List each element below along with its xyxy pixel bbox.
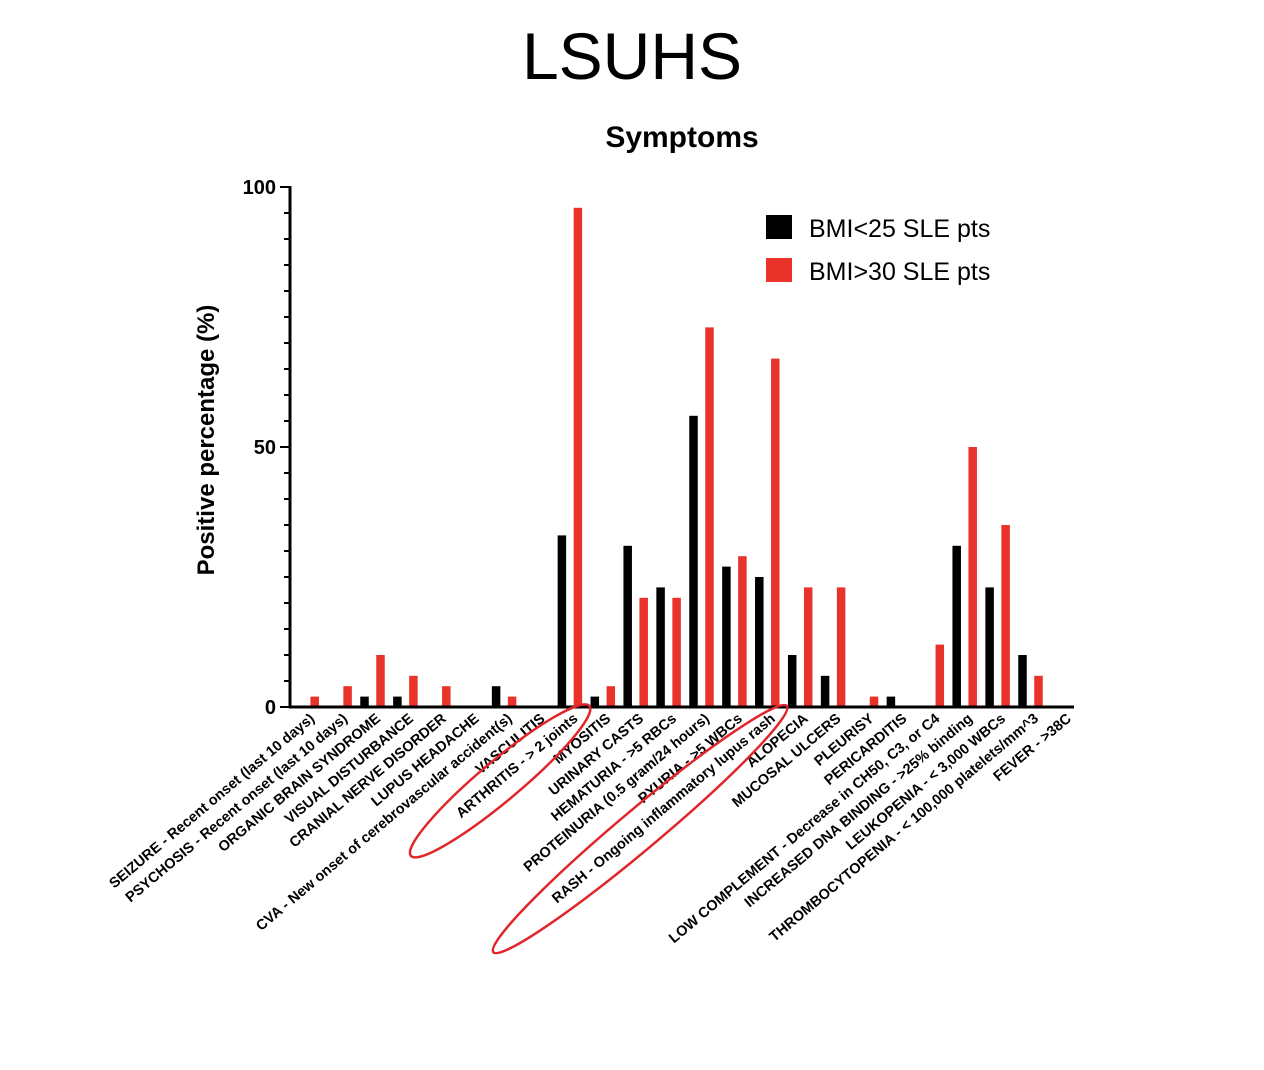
bar-bmi-lt25-11 bbox=[656, 587, 665, 707]
bar-bmi-gt30-13 bbox=[738, 556, 747, 707]
y-tick-label: 100 bbox=[243, 177, 276, 199]
bar-bmi-lt25-3 bbox=[393, 696, 402, 707]
highlight-ellipse-arthritis bbox=[408, 703, 592, 859]
bar-bmi-lt25-13 bbox=[722, 566, 731, 707]
bar-bmi-lt25-9 bbox=[590, 696, 600, 707]
chart-title: Symptoms bbox=[605, 121, 758, 154]
bar-bmi-gt30-8 bbox=[573, 207, 583, 708]
bar-bmi-gt30-22 bbox=[1034, 675, 1043, 707]
bars bbox=[310, 207, 1043, 708]
bar-bmi-gt30-16 bbox=[836, 587, 846, 707]
bar-bmi-gt30-10 bbox=[639, 597, 648, 707]
y-tick-label: 50 bbox=[254, 437, 276, 459]
bar-bmi-lt25-8 bbox=[557, 535, 567, 707]
bar-bmi-lt25-2 bbox=[360, 696, 369, 707]
bar-bmi-gt30-12 bbox=[705, 327, 714, 707]
bar-bmi-lt25-15 bbox=[787, 655, 797, 707]
y-axis-label: Positive percentage (%) bbox=[193, 305, 220, 576]
bar-bmi-gt30-3 bbox=[409, 675, 418, 707]
bar-bmi-lt25-12 bbox=[689, 415, 698, 707]
bar-bmi-gt30-6 bbox=[507, 696, 517, 707]
bar-bmi-lt25-18 bbox=[886, 696, 896, 707]
bar-bmi-lt25-20 bbox=[952, 545, 961, 707]
category-labels: SEIZURE - Recent onset (last 10 days)PSY… bbox=[107, 710, 1076, 946]
bar-bmi-lt25-21 bbox=[985, 587, 994, 707]
highlight-annotations bbox=[408, 703, 789, 955]
bar-bmi-gt30-1 bbox=[343, 686, 352, 707]
bar-bmi-gt30-20 bbox=[968, 447, 977, 707]
legend-label: BMI<25 SLE pts bbox=[809, 215, 990, 243]
slide-title: LSUHS bbox=[521, 19, 743, 93]
bar-bmi-gt30-21 bbox=[1001, 525, 1010, 707]
bar-bmi-lt25-22 bbox=[1018, 655, 1027, 707]
legend: BMI<25 SLE pts BMI>30 SLE pts bbox=[766, 215, 990, 286]
bar-bmi-lt25-14 bbox=[755, 577, 764, 707]
bar-bmi-gt30-15 bbox=[803, 587, 813, 707]
y-tick-label: 0 bbox=[265, 697, 276, 719]
bar-bmi-lt25-6 bbox=[491, 686, 501, 707]
highlight-ellipse-rash bbox=[491, 703, 789, 955]
bar-bmi-gt30-14 bbox=[771, 358, 780, 707]
bar-bmi-lt25-16 bbox=[820, 675, 830, 707]
bar-bmi-gt30-0 bbox=[310, 696, 319, 707]
bar-bmi-gt30-17 bbox=[869, 696, 879, 707]
legend-swatch bbox=[766, 215, 792, 239]
bar-bmi-lt25-10 bbox=[623, 545, 632, 707]
y-axis-ticks: 0 50 100 bbox=[243, 177, 290, 719]
bar-bmi-gt30-4 bbox=[442, 686, 451, 707]
bar-bmi-gt30-2 bbox=[376, 655, 385, 707]
bar-bmi-gt30-19 bbox=[935, 644, 945, 707]
bar-bmi-gt30-9 bbox=[606, 686, 616, 707]
legend-label: BMI>30 SLE pts bbox=[809, 258, 990, 286]
legend-swatch bbox=[766, 258, 792, 282]
bar-bmi-gt30-11 bbox=[672, 597, 681, 707]
